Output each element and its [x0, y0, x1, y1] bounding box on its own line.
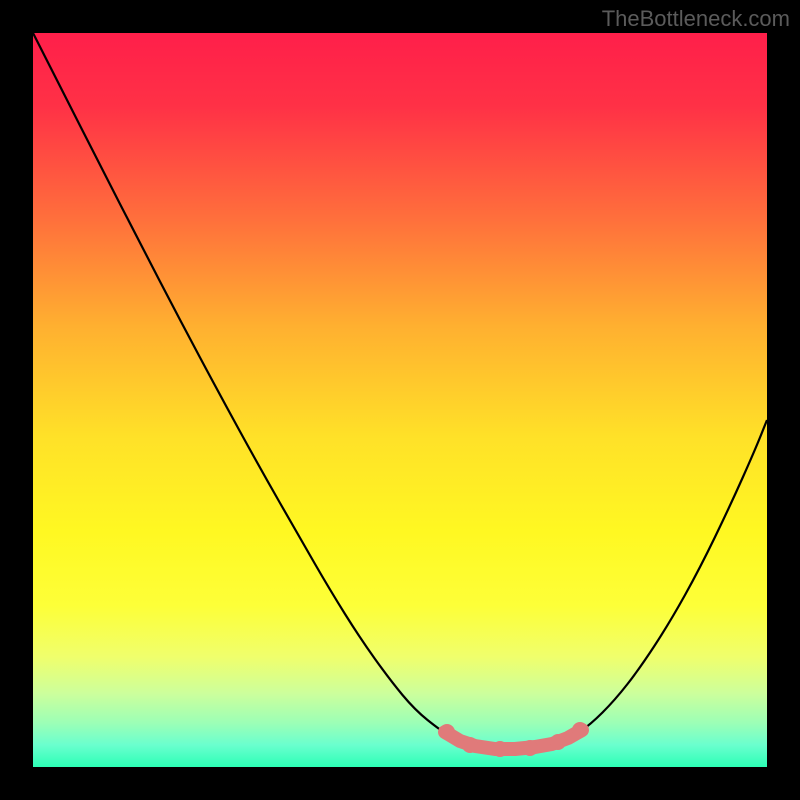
chart-container: TheBottleneck.com: [0, 0, 800, 800]
marker-dot: [572, 722, 588, 738]
watermark-text: TheBottleneck.com: [602, 6, 790, 32]
marker-dot: [492, 741, 508, 757]
marker-dot: [439, 724, 455, 740]
plot-area: [33, 33, 767, 767]
marker-dot: [550, 734, 566, 750]
main-curve-path: [33, 33, 767, 749]
marker-dot: [522, 740, 538, 756]
bottleneck-curve: [33, 33, 767, 767]
marker-dot: [462, 737, 478, 753]
